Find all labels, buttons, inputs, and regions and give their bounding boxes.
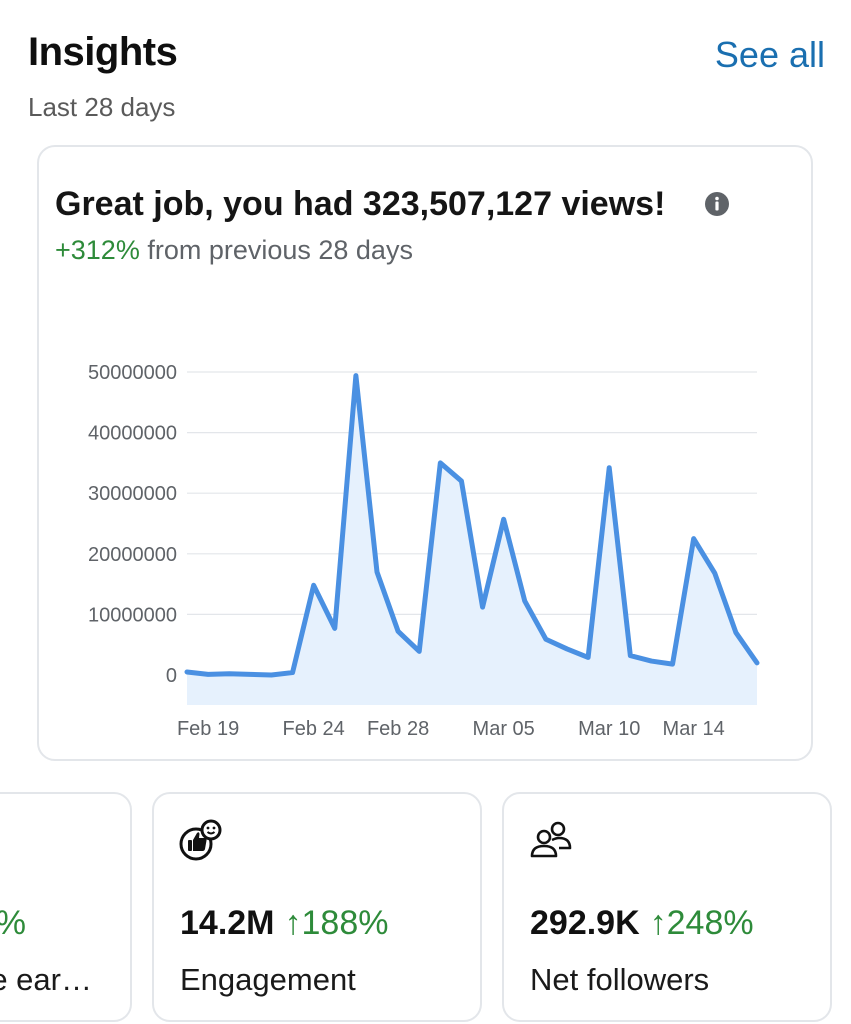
stat-card-engagement[interactable]: 14.2M ↑188% Engagement bbox=[152, 792, 482, 1022]
x-tick-label: Mar 10 bbox=[578, 718, 640, 740]
x-tick-label: Feb 19 bbox=[177, 718, 239, 740]
views-series-line bbox=[184, 373, 760, 678]
followers-number: 292.9K bbox=[530, 904, 640, 942]
views-change-percent: +312% bbox=[55, 235, 140, 265]
views-change-text: from previous 28 days bbox=[139, 235, 413, 265]
y-tick-label: 10000000 bbox=[88, 604, 177, 626]
y-tick-label: 30000000 bbox=[88, 483, 177, 505]
x-tick-label: Mar 14 bbox=[663, 718, 725, 740]
earnings-label: e ear… bbox=[0, 962, 92, 997]
see-all-link[interactable]: See all bbox=[714, 34, 825, 75]
earnings-change: % bbox=[0, 904, 26, 943]
y-tick-label: 50000000 bbox=[88, 362, 177, 384]
y-tick-label: 40000000 bbox=[88, 423, 177, 445]
thumbs-up-emoji-icon bbox=[179, 819, 222, 861]
views-headline: Great job, you had 323,507,127 views! bbox=[55, 185, 666, 223]
engagement-number: 14.2M bbox=[180, 904, 275, 942]
x-tick-label: Feb 24 bbox=[283, 718, 345, 740]
period-subtitle: Last 28 days bbox=[28, 92, 176, 122]
y-tick-label: 0 bbox=[166, 665, 177, 687]
followers-change: ↑248% bbox=[649, 904, 754, 942]
people-icon bbox=[530, 821, 572, 858]
engagement-change: ↑188% bbox=[284, 904, 389, 942]
y-tick-label: 20000000 bbox=[88, 544, 177, 566]
x-tick-label: Feb 28 bbox=[367, 718, 429, 740]
x-tick-label: Mar 05 bbox=[473, 718, 535, 740]
views-chart: 0 10000000 20000000 30000000 40000000 5000000… bbox=[88, 362, 760, 740]
engagement-label: Engagement bbox=[180, 962, 356, 997]
followers-value: 292.9K ↑248% bbox=[530, 904, 754, 943]
engagement-value: 14.2M ↑188% bbox=[180, 904, 388, 943]
stat-card-earnings[interactable]: % e ear… bbox=[0, 792, 132, 1022]
stat-card-followers[interactable]: 292.9K ↑248% Net followers bbox=[502, 792, 832, 1022]
views-card[interactable]: Great job, you had 323,507,127 views! +3… bbox=[37, 145, 813, 761]
info-icon[interactable] bbox=[704, 191, 730, 217]
followers-label: Net followers bbox=[530, 962, 710, 997]
insights-title: Insights bbox=[28, 30, 178, 74]
views-change: +312% from previous 28 days bbox=[55, 235, 413, 266]
